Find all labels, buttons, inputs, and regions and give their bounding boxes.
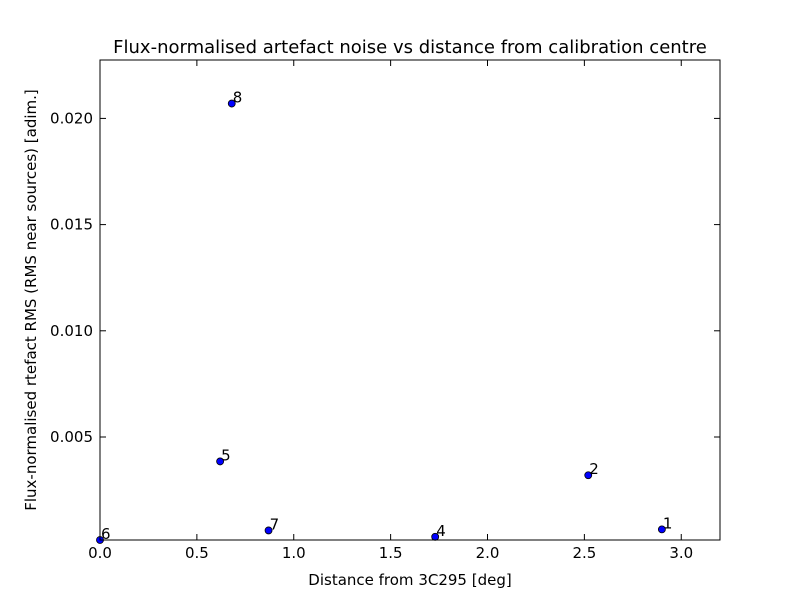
plot-frame [99, 59, 721, 541]
data-point [264, 526, 273, 535]
x-axis-label: Distance from 3C295 [deg] [308, 571, 511, 589]
x-tick-label: 1.0 [282, 544, 306, 562]
x-tick-label: 1.5 [379, 544, 403, 562]
data-point-label: 8 [233, 89, 243, 107]
data-point [216, 457, 225, 466]
x-tick-label: 3.0 [669, 544, 693, 562]
data-point-label: 5 [221, 446, 231, 464]
x-tick-label: 0.5 [185, 544, 209, 562]
data-point-label: 2 [589, 460, 599, 478]
y-tick-label: 0.015 [50, 216, 93, 234]
y-axis-label: Flux-normalised rtefact RMS (RMS near so… [22, 89, 40, 511]
data-point-label: 6 [101, 525, 111, 543]
y-tick-label: 0.020 [50, 109, 93, 127]
data-point-label: 7 [270, 515, 280, 533]
x-tick-label: 2.5 [572, 544, 596, 562]
data-point-label: 1 [663, 514, 673, 532]
x-tick-label: 0.0 [88, 544, 112, 562]
chart-title: Flux-normalised artefact noise vs distan… [113, 37, 707, 58]
data-point [227, 99, 236, 108]
data-point [657, 525, 666, 534]
y-tick-label: 0.010 [50, 322, 93, 340]
data-point-label: 4 [436, 522, 446, 540]
y-tick-label: 0.005 [50, 428, 93, 446]
data-point [584, 471, 593, 480]
x-tick-label: 2.0 [476, 544, 500, 562]
points-layer: 1 2 4 5 6 7 8 [96, 89, 673, 544]
ticks-layer: 0.0 0.5 1.0 1.5 2.0 2.5 3.0 0.005 0.010 0.015 0.02… [50, 60, 720, 562]
